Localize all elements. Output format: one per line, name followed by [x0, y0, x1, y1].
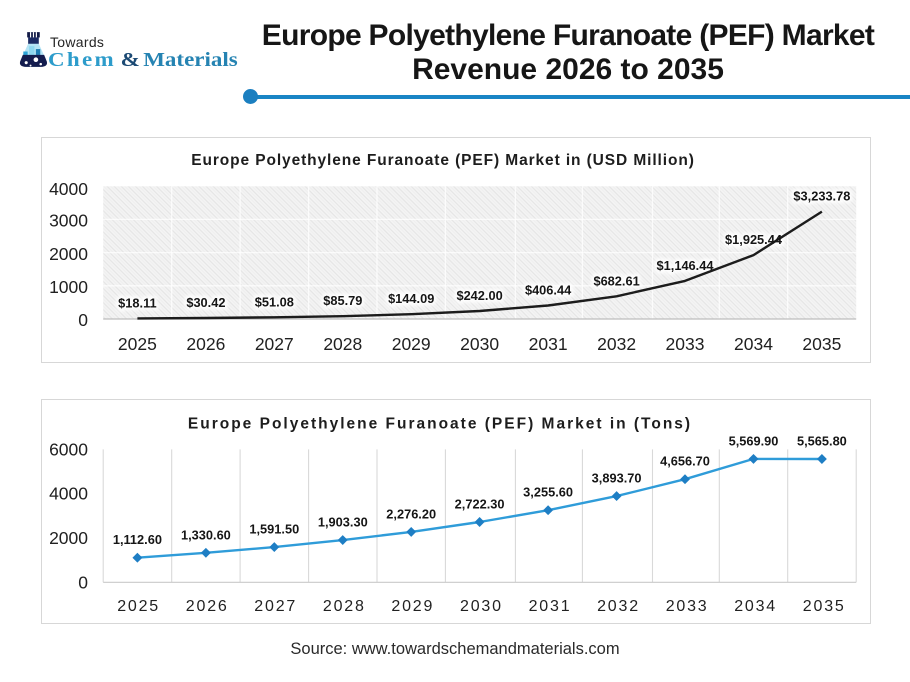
svg-text:5,569.90: 5,569.90	[729, 433, 779, 448]
svg-text:$18.11: $18.11	[118, 295, 156, 310]
svg-text:$1,146.44: $1,146.44	[657, 258, 715, 273]
svg-text:$30.42: $30.42	[186, 295, 225, 310]
svg-text:$3,233.78: $3,233.78	[793, 189, 850, 204]
svg-text:$3,233.78: $3,233.78	[793, 189, 850, 204]
svg-text:2,722.30: 2,722.30	[455, 497, 505, 512]
svg-text:2030: 2030	[460, 598, 503, 615]
svg-text:$682.61: $682.61	[593, 273, 639, 288]
svg-text:$144.09: $144.09	[388, 291, 434, 306]
svg-text:Europe Polyethylene Furanoate: Europe Polyethylene Furanoate (PEF) Mark…	[188, 416, 692, 433]
svg-text:2034: 2034	[734, 334, 773, 354]
svg-text:$1,925.44: $1,925.44	[725, 232, 783, 247]
svg-text:$1,146.44: $1,146.44	[657, 258, 715, 273]
svg-text:$51.08: $51.08	[255, 294, 294, 309]
svg-text:2034: 2034	[734, 598, 777, 615]
svg-text:$242.00: $242.00	[456, 288, 502, 303]
svg-text:$85.79: $85.79	[323, 293, 362, 308]
svg-text:$242.00: $242.00	[456, 288, 502, 303]
svg-text:3000: 3000	[49, 211, 88, 231]
svg-text:$85.79: $85.79	[323, 293, 362, 308]
svg-text:$682.61: $682.61	[593, 273, 639, 288]
svg-text:$406.44: $406.44	[525, 283, 572, 298]
svg-text:$1,925.44: $1,925.44	[725, 232, 783, 247]
svg-text:2035: 2035	[803, 598, 846, 615]
svg-text:2027: 2027	[255, 334, 294, 354]
svg-text:3,893.70: 3,893.70	[592, 471, 642, 486]
svg-text:2,276.20: 2,276.20	[386, 506, 436, 521]
svg-text:2026: 2026	[186, 598, 229, 615]
svg-text:1,112.60: 1,112.60	[113, 532, 162, 547]
svg-text:0: 0	[78, 310, 88, 330]
svg-text:2030: 2030	[460, 334, 499, 354]
svg-text:$30.42: $30.42	[186, 295, 225, 310]
svg-text:$144.09: $144.09	[388, 291, 434, 306]
svg-text:6000: 6000	[49, 439, 88, 459]
svg-text:$51.08: $51.08	[255, 294, 294, 309]
svg-text:2000: 2000	[49, 244, 88, 264]
svg-text:4000: 4000	[49, 179, 88, 199]
svg-text:2033: 2033	[666, 598, 709, 615]
svg-text:2033: 2033	[666, 334, 705, 354]
svg-text:$406.44: $406.44	[525, 283, 572, 298]
svg-text:1,330.60: 1,330.60	[181, 527, 231, 542]
svg-text:1,591.50: 1,591.50	[249, 522, 299, 537]
svg-text:Europe Polyethylene Furanoate: Europe Polyethylene Furanoate (PEF) Mark…	[191, 152, 695, 169]
svg-text:2026: 2026	[186, 334, 225, 354]
svg-text:2028: 2028	[323, 598, 366, 615]
svg-text:2031: 2031	[529, 598, 572, 615]
svg-text:2025: 2025	[117, 598, 160, 615]
svg-text:2035: 2035	[802, 334, 841, 354]
svg-text:3,255.60: 3,255.60	[523, 485, 573, 500]
svg-text:2025: 2025	[118, 334, 157, 354]
svg-text:2032: 2032	[597, 598, 640, 615]
svg-text:2031: 2031	[529, 334, 568, 354]
svg-text:2028: 2028	[323, 334, 362, 354]
svg-text:4000: 4000	[49, 484, 88, 504]
svg-text:1000: 1000	[49, 277, 88, 297]
svg-text:4,656.70: 4,656.70	[660, 454, 710, 469]
svg-text:2000: 2000	[49, 528, 88, 548]
svg-text:2029: 2029	[391, 598, 434, 615]
svg-text:2032: 2032	[597, 334, 636, 354]
svg-text:2029: 2029	[392, 334, 431, 354]
svg-text:1,903.30: 1,903.30	[318, 515, 368, 530]
svg-text:2027: 2027	[254, 598, 297, 615]
svg-text:$18.11: $18.11	[118, 295, 156, 310]
svg-text:5,565.80: 5,565.80	[797, 434, 847, 449]
svg-text:0: 0	[78, 573, 88, 593]
